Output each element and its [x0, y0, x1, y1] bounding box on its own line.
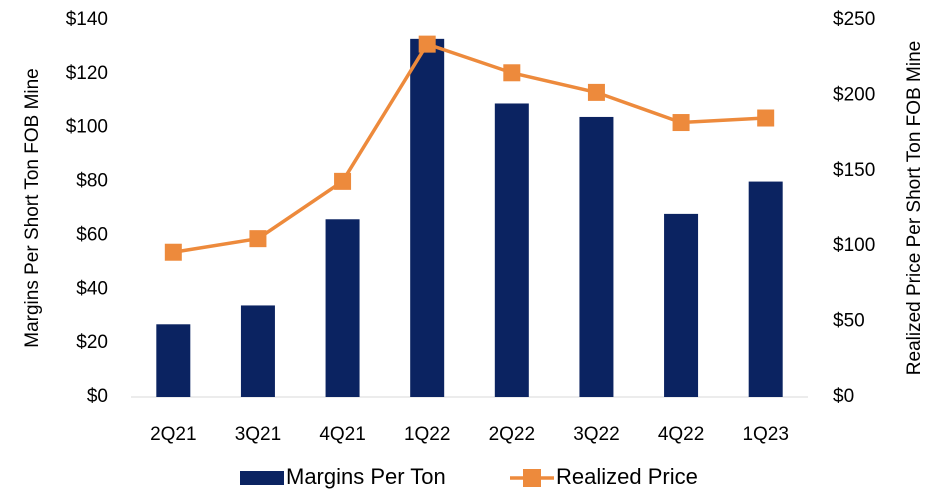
y2-tick-label: $100 [833, 235, 875, 256]
x-tick-label: 4Q21 [319, 424, 365, 445]
marker [587, 83, 605, 101]
line [173, 42, 766, 254]
marker [503, 64, 521, 82]
y-tick-label: $60 [76, 224, 108, 245]
marker [418, 35, 436, 53]
legend-label: Realized Price [556, 464, 698, 489]
marker [757, 109, 775, 127]
bar [156, 324, 191, 397]
x-tick-label: 1Q23 [742, 424, 788, 445]
x-tick-label: 2Q21 [150, 424, 196, 445]
marker [334, 172, 352, 190]
x-tick-label: 4Q22 [658, 424, 704, 445]
bar [664, 213, 699, 397]
x-tick-label: 3Q22 [573, 424, 619, 445]
x-tick-label: 1Q22 [404, 424, 450, 445]
legend-swatch [523, 469, 541, 487]
bar [579, 116, 614, 397]
bar [748, 181, 783, 397]
y2-tick-label: $250 [833, 9, 875, 30]
x-tick-label: 3Q21 [235, 424, 281, 445]
marker [164, 243, 182, 261]
y2-tick-label: $0 [833, 386, 854, 407]
y2-tick-label: $50 [833, 311, 865, 332]
y-tick-label: $20 [76, 332, 108, 353]
x-tick-label: 2Q22 [489, 424, 535, 445]
bar [494, 103, 529, 397]
y2-axis-title: Realized Price Per Short Ton FOB Mine [904, 41, 925, 375]
y2-tick-label: $200 [833, 84, 875, 105]
legend-label: Margins Per Ton [286, 464, 446, 489]
y-tick-label: $100 [66, 117, 108, 138]
legend-swatch [240, 471, 284, 485]
y-tick-label: $120 [66, 63, 108, 84]
y-axis-title: Margins Per Short Ton FOB Mine [22, 68, 43, 347]
y2-tick-label: $150 [833, 160, 875, 181]
y-tick-label: $80 [76, 171, 108, 192]
y-tick-label: $0 [87, 386, 108, 407]
y-tick-label: $140 [66, 9, 108, 30]
bar [410, 38, 445, 397]
bar [325, 219, 360, 397]
y-tick-label: $40 [76, 278, 108, 299]
marker [249, 230, 267, 248]
bar [240, 305, 275, 397]
marker [672, 114, 690, 132]
